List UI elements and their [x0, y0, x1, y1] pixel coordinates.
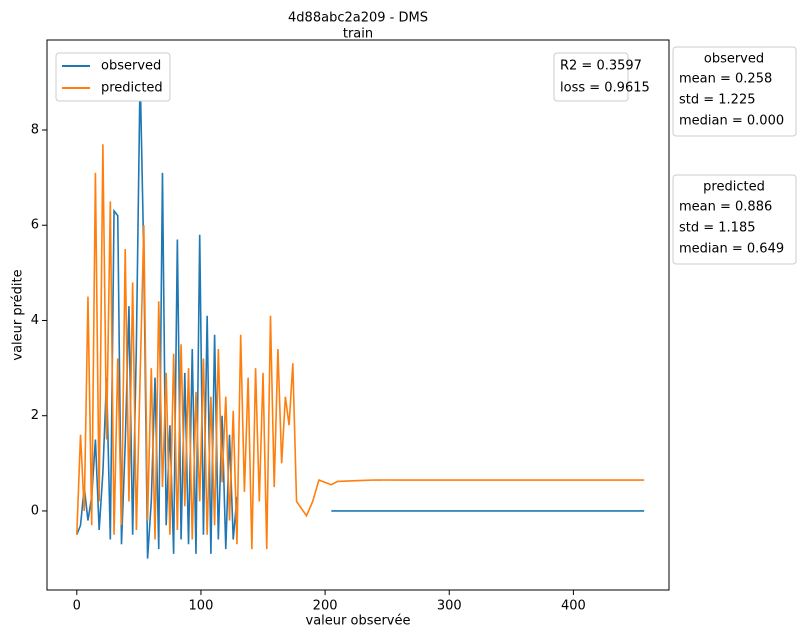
metric: loss = 0.9615 — [560, 81, 650, 96]
x-tick-label: 400 — [561, 599, 586, 614]
legend-label: predicted — [101, 81, 163, 96]
x-tick-label: 0 — [73, 599, 81, 614]
y-tick-label: 0 — [31, 503, 39, 518]
stats-line: mean = 0.258 — [679, 72, 772, 87]
stats-title: predicted — [703, 180, 765, 195]
x-tick-label: 300 — [437, 599, 462, 614]
stats-line: std = 1.225 — [679, 93, 756, 108]
stats-title: observed — [704, 52, 764, 67]
x-tick-label: 100 — [189, 599, 214, 614]
y-axis-label: valeur prédite — [11, 269, 26, 360]
series-line — [75, 144, 645, 550]
stats-box — [672, 46, 797, 137]
stats-line: median = 0.649 — [679, 242, 784, 257]
y-tick-label: 8 — [31, 123, 39, 138]
y-tick-label: 2 — [31, 408, 39, 423]
metric: R2 = 0.3597 — [560, 59, 642, 74]
y-tick-label: 6 — [31, 218, 39, 233]
x-axis-label: valeur observée — [306, 614, 411, 629]
chart-subtitle: train — [343, 27, 373, 42]
stats-line: mean = 0.886 — [679, 200, 772, 215]
stats-line: median = 0.000 — [679, 114, 784, 129]
plot-frame — [46, 39, 670, 591]
x-tick-label: 200 — [313, 599, 338, 614]
legend-label: observed — [101, 59, 161, 74]
y-tick-label: 4 — [31, 313, 39, 328]
stats-box — [672, 174, 797, 265]
stats-line: std = 1.185 — [679, 221, 756, 236]
chart-title: 4d88abc2a209 - DMS — [288, 11, 428, 26]
metrics-box — [553, 52, 629, 102]
